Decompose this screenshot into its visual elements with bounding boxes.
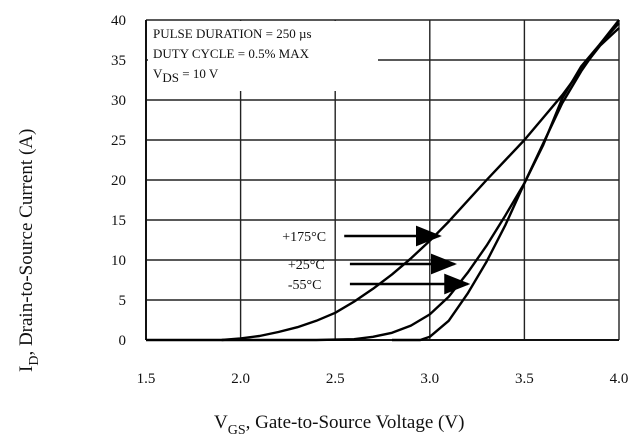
y-axis-title: ID, Drain-to-Source Current (A) [16, 129, 42, 372]
x-tick-label: 3.0 [420, 371, 439, 387]
annotation-background [148, 21, 378, 91]
series-label: +25°C [288, 258, 325, 273]
tick-labels: 1.5 2.0 2.5 3.0 3.5 4.0 0 5 10 15 20 25 30 35 40 [111, 13, 628, 387]
annotation-line-2: DUTY CYCLE = 0.5% MAX [153, 46, 310, 61]
y-tick-label: 35 [111, 53, 126, 69]
series-line [221, 22, 620, 342]
x-tick-label: 1.5 [137, 371, 156, 387]
annotation-line-3: VDS = 10 V [153, 66, 219, 85]
series-line [392, 19, 620, 342]
series-label: +175°C [282, 230, 326, 245]
y-tick-label: 20 [111, 173, 126, 189]
series-line [146, 27, 620, 342]
y-tick-label: 25 [111, 133, 126, 149]
series-arrows: +175°C +25°C -55°C [282, 225, 471, 295]
series-lines [146, 19, 620, 342]
y-tick-label: 10 [111, 253, 126, 269]
y-tick-label: 30 [111, 93, 126, 109]
x-tick-label: 4.0 [610, 371, 629, 387]
annotation-box: PULSE DURATION = 250 µs DUTY CYCLE = 0.5… [148, 21, 378, 91]
x-tick-label: 3.5 [515, 371, 534, 387]
y-tick-label: 15 [111, 213, 126, 229]
x-axis-title: VGS, Gate-to-Source Voltage (V) [214, 412, 464, 438]
y-tick-label: 5 [119, 293, 127, 309]
y-tick-label: 40 [111, 13, 126, 29]
y-tick-label: 0 [119, 333, 127, 349]
x-tick-label: 2.0 [231, 371, 250, 387]
series-label: -55°C [288, 278, 322, 293]
annotation-line-1: PULSE DURATION = 250 µs [153, 26, 312, 41]
x-tick-label: 2.5 [326, 371, 345, 387]
